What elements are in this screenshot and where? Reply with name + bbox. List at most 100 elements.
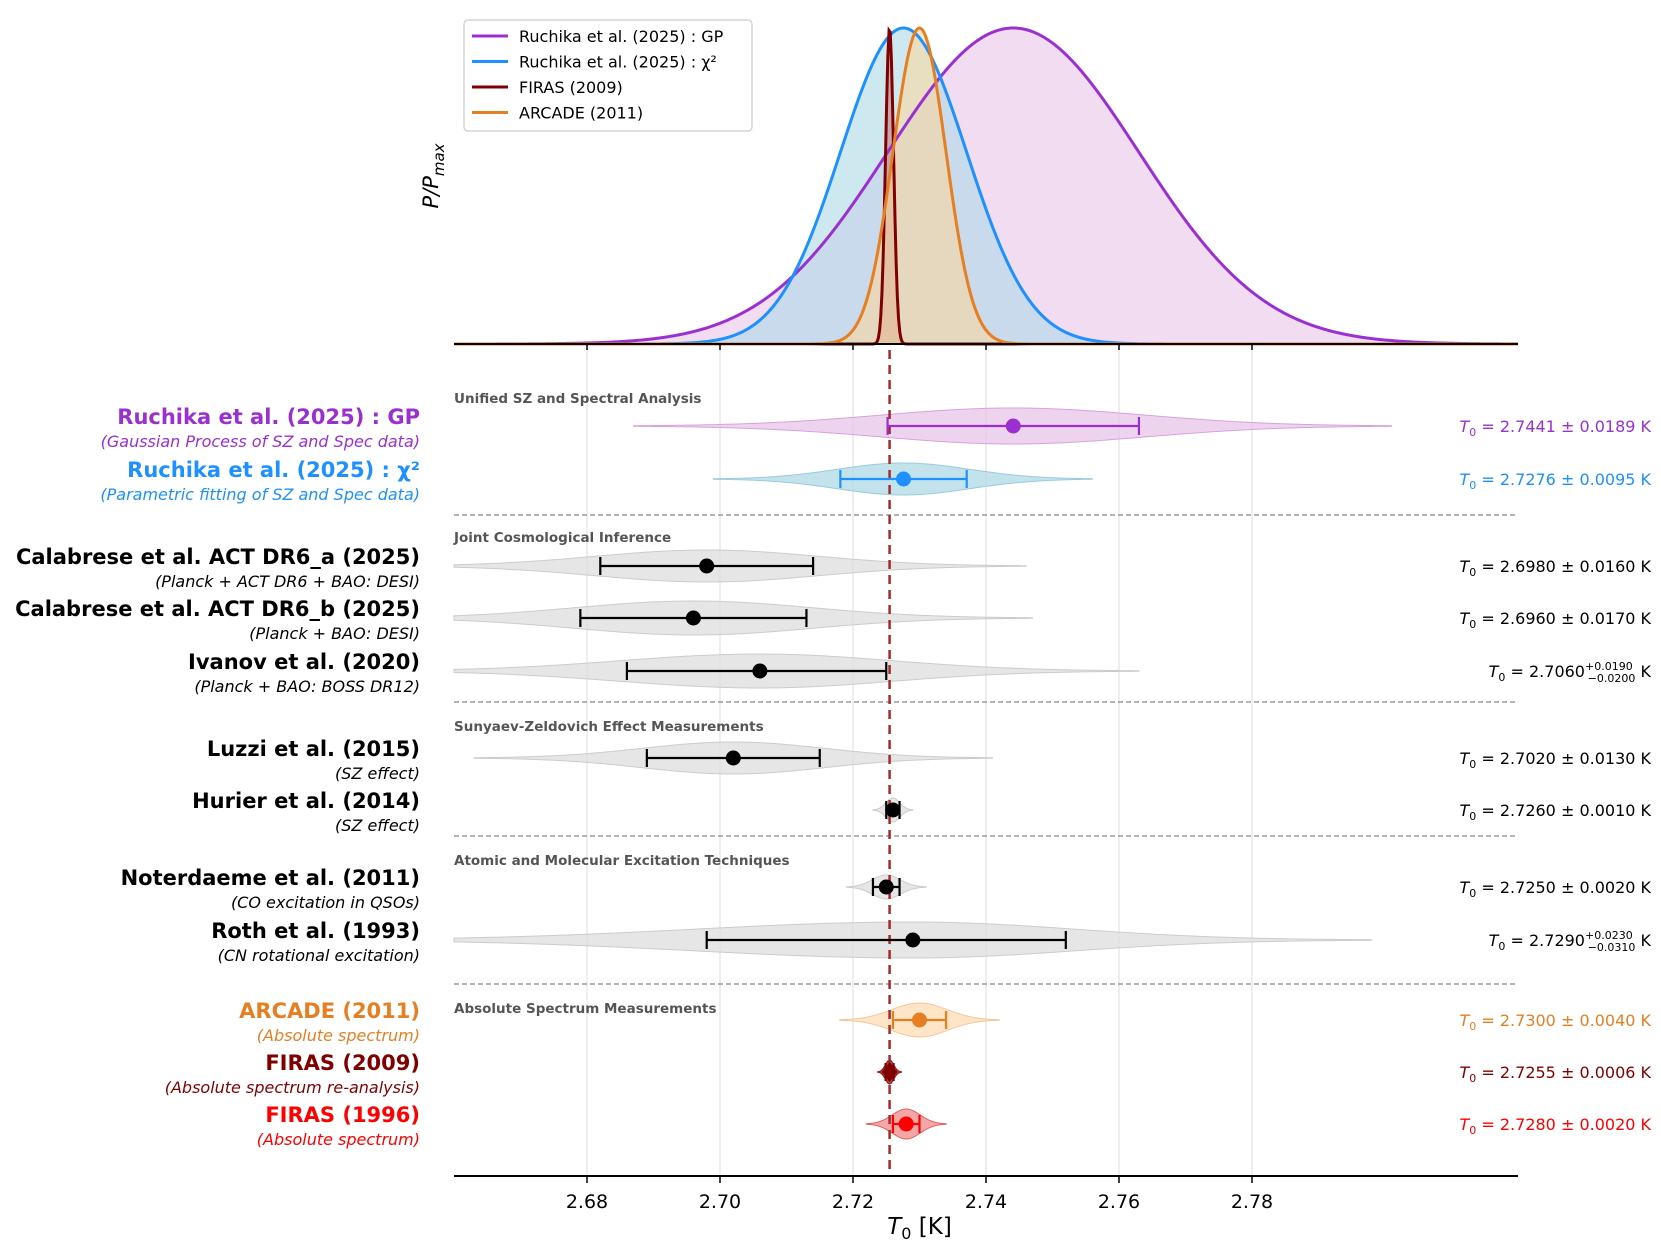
result-unit: K bbox=[1635, 470, 1651, 489]
point-marker-1 bbox=[896, 471, 912, 487]
measurement-name-10: FIRAS (2009) bbox=[265, 1051, 420, 1075]
result-symbol: T bbox=[1489, 662, 1500, 681]
legend-entry-3: ARCADE (2011) bbox=[519, 104, 643, 123]
result-value: = 2.7441 ± 0.0189 bbox=[1476, 417, 1635, 436]
ylabel-main: P/P bbox=[419, 176, 443, 209]
x-tick-label-2: 2.72 bbox=[832, 1191, 874, 1213]
posterior-curve-0 bbox=[454, 26, 1518, 346]
result-unit: K bbox=[1635, 1011, 1651, 1030]
point-marker-3 bbox=[685, 610, 701, 626]
result-unit: K bbox=[1635, 878, 1651, 897]
result-unit: K bbox=[1635, 662, 1651, 681]
measurement-subtitle-1: (Parametric fitting of SZ and Spec data) bbox=[100, 485, 420, 504]
measurement-result-6: T0 = 2.7260 ± 0.0010 K bbox=[1460, 801, 1652, 823]
result-value: = 2.7260 ± 0.0010 bbox=[1476, 801, 1635, 820]
result-value: = 2.7060 bbox=[1505, 662, 1585, 681]
result-symbol-subscript: 0 bbox=[1469, 1124, 1476, 1137]
measurement-result-3: T0 = 2.6960 ± 0.0170 K bbox=[1460, 609, 1652, 631]
measurement-subtitle-3: (Planck + BAO: DESI) bbox=[249, 624, 420, 643]
result-unit: K bbox=[1635, 1115, 1651, 1134]
measurement-subtitle-6: (SZ effect) bbox=[335, 816, 420, 835]
x-axis-label: T0 [K] bbox=[887, 1214, 952, 1243]
measurement-name-4: Ivanov et al. (2020) bbox=[188, 650, 420, 674]
measurement-name-9: ARCADE (2011) bbox=[239, 999, 420, 1023]
measurement-name-5: Luzzi et al. (2015) bbox=[207, 737, 420, 761]
result-symbol-subscript: 0 bbox=[1469, 479, 1476, 492]
measurement-labels: Ruchika et al. (2025) : GP (Gaussian Proc… bbox=[15, 405, 420, 1149]
result-value: = 2.7300 ± 0.0040 bbox=[1476, 1011, 1635, 1030]
point-marker-2 bbox=[699, 558, 715, 574]
x-tick-label-4: 2.76 bbox=[1098, 1191, 1140, 1213]
section-title-3: Atomic and Molecular Excitation Techniqu… bbox=[454, 853, 790, 869]
posterior-fill-0 bbox=[454, 28, 1518, 344]
result-value: = 2.7255 ± 0.0006 bbox=[1476, 1063, 1635, 1082]
error-bars bbox=[579, 417, 1141, 1133]
result-symbol-subscript: 0 bbox=[1498, 671, 1505, 684]
measurement-subtitle-8: (CN rotational excitation) bbox=[218, 946, 420, 965]
top-panel-tick-marks bbox=[586, 344, 1253, 350]
result-value: = 2.7280 ± 0.0020 bbox=[1476, 1115, 1635, 1134]
result-symbol: T bbox=[1460, 1063, 1471, 1082]
measurement-result-1: T0 = 2.7276 ± 0.0095 K bbox=[1460, 470, 1652, 492]
result-symbol-subscript: 0 bbox=[1469, 758, 1476, 771]
result-symbol-subscript: 0 bbox=[1469, 618, 1476, 631]
x-tick-label-1: 2.70 bbox=[699, 1191, 741, 1213]
posterior-fills bbox=[454, 28, 1518, 345]
result-symbol: T bbox=[1460, 609, 1471, 628]
point-marker-8 bbox=[905, 932, 921, 948]
posterior-fill-1 bbox=[454, 28, 1518, 344]
result-symbol: T bbox=[1460, 470, 1471, 489]
point-marker-7 bbox=[878, 879, 894, 895]
violins bbox=[453, 407, 1393, 1140]
point-marker-10 bbox=[881, 1062, 898, 1082]
section-title-0: Unified SZ and Spectral Analysis bbox=[454, 391, 701, 407]
result-symbol: T bbox=[1460, 417, 1471, 436]
result-unit: K bbox=[1635, 609, 1651, 628]
result-symbol: T bbox=[1460, 801, 1471, 820]
measurement-subtitle-2: (Planck + ACT DR6 + BAO: DESI) bbox=[155, 572, 420, 591]
result-value: = 2.7020 ± 0.0130 bbox=[1476, 749, 1635, 768]
result-value: = 2.7290 bbox=[1505, 931, 1585, 950]
result-unit: K bbox=[1635, 801, 1651, 820]
measurement-subtitle-5: (SZ effect) bbox=[335, 764, 420, 783]
measurement-name-3: Calabrese et al. ACT DR6_b (2025) bbox=[15, 597, 420, 621]
measurement-result-2: T0 = 2.6980 ± 0.0160 K bbox=[1460, 557, 1652, 579]
result-symbol-subscript: 0 bbox=[1498, 940, 1505, 953]
measurement-results: T0 = 2.7441 ± 0.0189 KT0 = 2.7276 ± 0.00… bbox=[1460, 417, 1652, 1137]
measurement-name-6: Hurier et al. (2014) bbox=[192, 789, 420, 813]
measurement-name-1: Ruchika et al. (2025) : χ² bbox=[127, 458, 420, 482]
point-marker-5 bbox=[725, 750, 741, 766]
measurement-subtitle-0: (Gaussian Process of SZ and Spec data) bbox=[101, 432, 420, 451]
result-symbol: T bbox=[1460, 1011, 1471, 1030]
result-err-plus: +0.0190 bbox=[1585, 660, 1633, 673]
legend-frame bbox=[463, 19, 753, 132]
measurement-subtitle-9: (Absolute spectrum) bbox=[257, 1026, 420, 1045]
result-unit: K bbox=[1635, 1063, 1651, 1082]
x-axis-ticks: 2.68 2.70 2.72 2.74 2.76 2.78 bbox=[566, 1176, 1273, 1213]
result-symbol-subscript: 0 bbox=[1469, 1072, 1476, 1085]
measurement-result-4: T0 = 2.7060+0.0190 −0.0200 K bbox=[1489, 660, 1652, 685]
section-title-4: Absolute Spectrum Measurements bbox=[454, 1001, 717, 1017]
x-tick-label-0: 2.68 bbox=[566, 1191, 608, 1213]
result-err-plus: +0.0230 bbox=[1585, 929, 1633, 942]
point-marker-0 bbox=[1005, 418, 1021, 434]
measurement-subtitle-11: (Absolute spectrum) bbox=[257, 1130, 420, 1149]
result-symbol-subscript: 0 bbox=[1469, 810, 1476, 823]
result-symbol: T bbox=[1460, 557, 1471, 576]
result-symbol-subscript: 0 bbox=[1469, 566, 1476, 579]
result-symbol: T bbox=[1460, 1115, 1471, 1134]
result-unit: K bbox=[1635, 931, 1651, 950]
measurement-name-11: FIRAS (1996) bbox=[265, 1103, 420, 1127]
result-symbol-subscript: 0 bbox=[1469, 887, 1476, 900]
result-symbol: T bbox=[1489, 931, 1500, 950]
point-marker-9 bbox=[912, 1012, 927, 1028]
section-title-2: Sunyaev-Zeldovich Effect Measurements bbox=[454, 719, 764, 735]
result-unit: K bbox=[1635, 417, 1651, 436]
point-marker-4 bbox=[752, 663, 768, 679]
measurement-name-0: Ruchika et al. (2025) : GP bbox=[117, 405, 420, 429]
result-value: = 2.6980 ± 0.0160 bbox=[1476, 557, 1635, 576]
legend-entry-2: FIRAS (2009) bbox=[519, 78, 623, 97]
top-panel-ylabel: P/Pmax bbox=[419, 143, 448, 208]
xlabel-main: T bbox=[887, 1214, 903, 1240]
measurement-result-9: T0 = 2.7300 ± 0.0040 K bbox=[1460, 1011, 1652, 1033]
